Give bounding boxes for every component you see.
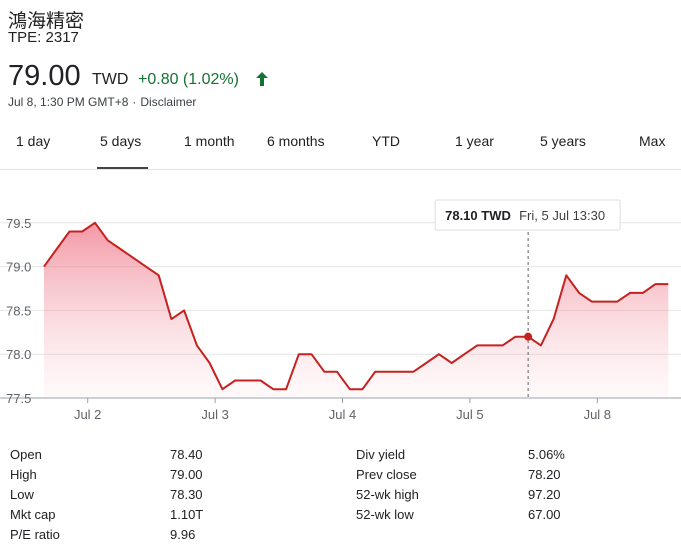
x-tick-label: Jul 3 <box>201 407 228 422</box>
stat-value: 78.20 <box>528 466 561 482</box>
stat-row-pe-ratio: P/E ratio 9.96 <box>10 524 203 544</box>
stat-label: Mkt cap <box>10 506 56 522</box>
stat-row-52wk-high: 52-wk high 97.20 <box>356 484 565 504</box>
arrow-up-icon <box>256 72 268 86</box>
stat-row-open: Open 78.40 <box>10 444 203 464</box>
stat-value: 67.00 <box>528 506 561 522</box>
currency-label: TWD <box>92 71 129 88</box>
tab-5-days[interactable]: 5 days <box>100 133 142 149</box>
stat-value: 9.96 <box>170 526 196 542</box>
stat-value: 5.06% <box>528 446 565 462</box>
disclaimer-link[interactable]: Disclaimer <box>140 95 197 109</box>
stat-row-prev-close: Prev close 78.20 <box>356 464 565 484</box>
x-axis-labels: Jul 2 Jul 3 Jul 4 Jul 5 Jul 8 <box>74 407 611 422</box>
stat-value: 97.20 <box>528 486 561 502</box>
tab-divider <box>0 169 681 170</box>
tab-6-months[interactable]: 6 months <box>267 133 325 149</box>
tab-1-month[interactable]: 1 month <box>184 133 235 149</box>
tab-1-day[interactable]: 1 day <box>16 133 51 149</box>
stat-label: Open <box>10 446 42 462</box>
x-tick-label: Jul 2 <box>74 407 101 422</box>
stat-label: 52-wk low <box>356 506 414 522</box>
tooltip-box <box>434 199 621 231</box>
price-chart[interactable]: 79.579.078.578.077.5 Jul 2 Jul 3 Jul 4 Jul … <box>0 170 681 438</box>
series-area <box>44 222 669 398</box>
quote-meta: Jul 8, 1:30 PM GMT+8 · Disclaimer <box>8 95 196 109</box>
price-change: +0.80 (1.02%) <box>138 71 239 88</box>
stat-row-52wk-low: 52-wk low 67.00 <box>356 504 565 524</box>
hover-point <box>524 332 533 341</box>
company-name: 鴻海精密 <box>8 11 85 32</box>
chart-area-fill <box>44 222 669 398</box>
y-tick-label: 79.5 <box>6 216 31 231</box>
current-price: 79.00 <box>8 60 81 92</box>
stat-row-low: Low 78.30 <box>10 484 203 504</box>
tooltip-price: 78.10 TWD <box>445 208 511 223</box>
y-axis-labels: 79.5 79.0 78.5 78.0 77.5 <box>6 216 31 406</box>
tab-1-year[interactable]: 1 year <box>455 133 494 149</box>
chart-hover-marker <box>524 202 533 398</box>
stat-value: 79.00 <box>170 466 203 482</box>
chart-tooltip: 78.10 TWD Fri, 5 Jul 13:30 <box>434 199 621 231</box>
y-tick-label: 77.5 <box>6 391 31 406</box>
stat-row-high: High 79.00 <box>10 464 203 484</box>
tab-ytd[interactable]: YTD <box>372 133 400 149</box>
stat-row-mkt-cap: Mkt cap 1.10T <box>10 504 203 524</box>
tooltip-time: Fri, 5 Jul 13:30 <box>519 208 605 223</box>
stats-table-left: Open 78.40 High 79.00 Low 78.30 Mkt cap 1.10… <box>10 444 203 544</box>
stat-value: 78.30 <box>170 486 203 502</box>
stat-value: 78.40 <box>170 446 203 462</box>
y-tick-label: 78.0 <box>6 347 31 362</box>
x-tick-label: Jul 5 <box>456 407 483 422</box>
tab-max[interactable]: Max <box>639 133 666 149</box>
x-tick-label: Jul 4 <box>329 407 356 422</box>
stat-label: Prev close <box>356 466 417 482</box>
ticker-symbol: TPE: 2317 <box>8 29 79 46</box>
stats-table-right: Div yield 5.06% Prev close 78.20 52-wk hig… <box>356 444 565 524</box>
tab-5-years[interactable]: 5 years <box>540 133 586 149</box>
stat-label: Low <box>10 486 34 502</box>
quote-timestamp: Jul 8, 1:30 PM GMT+8 <box>8 95 129 109</box>
series-line <box>43 221 669 391</box>
stat-label: P/E ratio <box>10 526 60 542</box>
y-tick-label: 79.0 <box>6 260 31 275</box>
stat-value: 1.10T <box>170 506 204 522</box>
meta-separator: · <box>132 95 137 109</box>
selected-tab-indicator <box>97 167 148 169</box>
x-tick-label: Jul 8 <box>584 407 611 422</box>
y-tick-label: 78.5 <box>6 303 31 318</box>
stat-label: High <box>10 466 37 482</box>
stat-label: Div yield <box>356 446 406 462</box>
chart-price-line <box>43 221 669 391</box>
stat-row-div-yield: Div yield 5.06% <box>356 444 565 464</box>
stat-label: 52-wk high <box>356 486 419 502</box>
